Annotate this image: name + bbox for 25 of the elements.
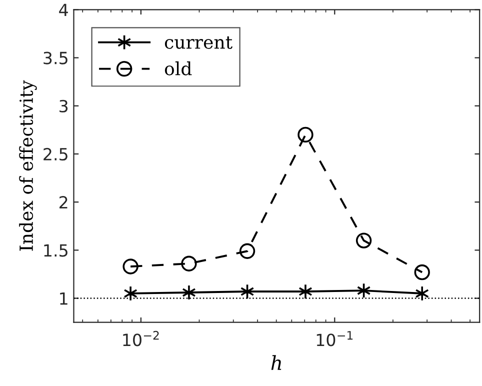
point [239, 243, 256, 259]
point [124, 286, 138, 302]
point [298, 126, 314, 143]
x-tick-label: 10$^{−1}$ [316, 331, 353, 346]
y-tick-label: 3.5 [44, 52, 68, 64]
point [356, 282, 371, 298]
point [414, 264, 430, 280]
y-tick-label: 2.5 [44, 148, 68, 161]
y-tick-label: 1.5 [44, 244, 68, 257]
y-tick-label: 3 [60, 100, 68, 112]
legend-label: old [164, 61, 192, 76]
y-tick-label: 2 [60, 196, 68, 208]
y-tick-label: 1 [60, 292, 68, 305]
point [298, 284, 312, 300]
point [122, 258, 138, 274]
point [182, 284, 196, 300]
x-tick-label: 10$^{−2}$ [123, 330, 159, 346]
legend-label: current [164, 36, 232, 49]
point [356, 232, 372, 248]
x-axis-title: h [271, 355, 282, 370]
y-axis-title: Index of effectivity [19, 80, 37, 251]
y-tick-label: 4 [59, 4, 68, 16]
point [181, 256, 197, 272]
point [415, 286, 430, 302]
point [240, 284, 254, 300]
